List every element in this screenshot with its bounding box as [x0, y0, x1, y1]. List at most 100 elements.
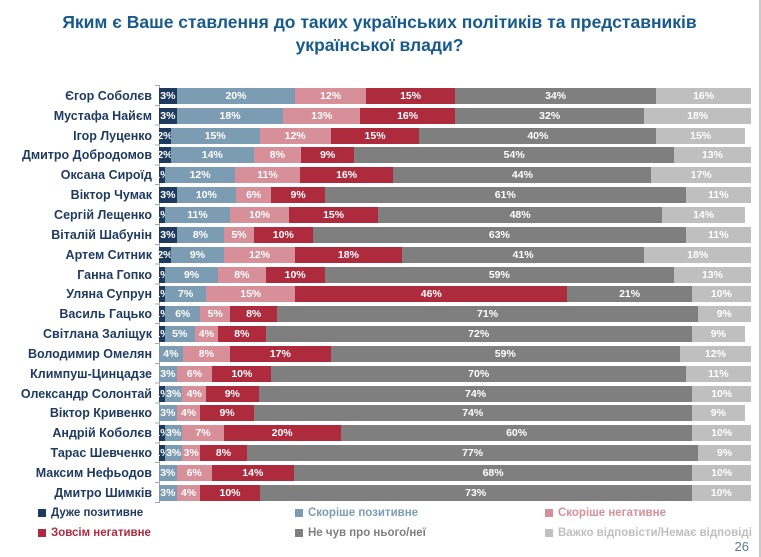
legend-item: Важко відповісти/Немає відповіді	[545, 526, 752, 540]
legend-swatch	[295, 529, 303, 537]
bar-segment: 6%	[164, 306, 201, 323]
bar-segment: 77%	[246, 445, 699, 462]
bar-segment: 1%	[159, 326, 170, 343]
bar-segment: 1%	[159, 445, 170, 462]
bar-track: 3% 4% 10% 73% 10%	[159, 484, 751, 501]
bar-track: 1%3%7%20%60%10%	[159, 425, 751, 442]
bar-segment: 10%	[692, 464, 751, 481]
category-label: Василь Гацько	[59, 307, 152, 322]
bar-segment: 15%	[330, 127, 420, 144]
bar-segment: 4%	[176, 405, 201, 422]
bar-track: 1%7%15%46%21%10%	[159, 286, 751, 303]
legend-label: Скоріше негативне	[558, 507, 666, 519]
category-label: Олександр Солонтай	[20, 386, 152, 401]
bar-segment: 8%	[200, 445, 247, 462]
legend-swatch	[38, 529, 46, 537]
bar-track: 1%3%3%8%77%9%	[159, 445, 751, 462]
bar-segment: 3%	[182, 445, 201, 462]
legend-swatch	[545, 529, 553, 537]
bar-segment: 10%	[212, 365, 272, 382]
bar-segment: 16%	[656, 87, 751, 104]
bar-segment: 1%	[159, 266, 170, 283]
bar-segment: 18%	[644, 246, 751, 263]
bar-segment: 20%	[176, 87, 296, 104]
bar-segment: 9%	[691, 326, 746, 343]
legend-column: Дуже позитивне Зовсім негативне	[38, 506, 151, 546]
bar-segment: 16%	[360, 107, 455, 124]
bar-segment: 59%	[324, 266, 674, 283]
bar-segment: 41%	[401, 246, 645, 263]
bar-segment: 15%	[170, 127, 260, 144]
legend-label: Скоріше позитивне	[308, 507, 419, 519]
bar-segment: 3%	[159, 484, 177, 501]
category-axis-ticks	[155, 85, 160, 503]
chart-row: Андрій Коболєв 1%3%7%20%60%10%	[0, 423, 751, 443]
chart-row: Сергій Лещенко 1%11%10%15%48%14%	[0, 205, 751, 225]
bar-track: 3% 20% 12% 15% 34% 16%	[159, 87, 751, 104]
bar-segment: 10%	[265, 266, 325, 283]
bar-track: 3% 10% 6% 9% 61% 11%	[159, 187, 751, 204]
bar-segment: 74%	[258, 385, 693, 402]
bar-segment: 1%	[159, 306, 170, 323]
legend-swatch	[295, 509, 303, 517]
bar-segment: 4%	[194, 326, 219, 343]
bar-segment: 9%	[200, 405, 254, 422]
bar-segment: 32%	[454, 107, 645, 124]
legend-column: Скоріше позитивне Не чув про нього/неї	[295, 506, 426, 546]
chart-row: Василь Гацько 1%6%5%8%71%9%	[0, 304, 751, 324]
bar-segment: 9%	[301, 147, 355, 164]
bar-segment: 17%	[230, 345, 331, 362]
category-label: Віктор Кривенко	[49, 406, 152, 421]
bar-segment: 4%	[182, 385, 206, 402]
bar-segment: 3%	[159, 226, 177, 243]
legend-swatch	[545, 509, 553, 517]
bar-segment: 4%	[176, 484, 201, 501]
bar-segment: 15%	[289, 206, 378, 223]
bar-segment: 9%	[697, 306, 751, 323]
category-label: Максим Нефьодов	[35, 465, 152, 480]
bar-segment: 71%	[277, 306, 698, 323]
bar-segment: 9%	[164, 266, 219, 283]
bar-segment: 8%	[182, 345, 231, 362]
bar-segment: 3%	[159, 405, 177, 422]
bar-segment: 14%	[170, 147, 254, 164]
page-number: 26	[734, 539, 749, 554]
chart-row: Тарас Шевченко1%3%3%8%77%9%	[0, 443, 751, 463]
bar-segment: 2%	[159, 147, 173, 164]
legend-column: Скоріше негативне Важко відповісти/Немає …	[545, 506, 752, 546]
bar-segment: 2%	[159, 127, 173, 144]
bar-track: 1%12%11%16%44%17%	[159, 167, 751, 184]
bar-track: 1%6%5%8%71%9%	[159, 306, 751, 323]
bar-track: 3% 6% 10% 70% 11%	[159, 365, 751, 382]
bar-segment: 10%	[691, 484, 751, 501]
bar-segment: 63%	[312, 226, 686, 243]
bar-track: 1%5%4%8%72%9%	[159, 326, 751, 343]
bar-segment: 11%	[685, 187, 751, 204]
chart-row: Оксана Сироїд 1%12%11%16%44%17%	[0, 165, 751, 185]
bar-segment: 3%	[159, 87, 177, 104]
bar-segment: 10%	[230, 206, 290, 223]
bar-segment: 12%	[224, 246, 296, 263]
chart-row: Максим Нефьодов 3% 6% 14% 68% 10%	[0, 463, 751, 483]
category-label: Андрій Коболєв	[52, 426, 152, 441]
bar-segment: 3%	[164, 445, 183, 462]
bar-segment: 14%	[662, 206, 746, 223]
chart-row: Володимир Омелян 4% 8% 17% 59% 12%	[0, 344, 751, 364]
bar-segment: 7%	[164, 286, 207, 303]
bar-segment: 9%	[271, 187, 325, 204]
bar-segment: 74%	[253, 405, 692, 422]
chart-row: Віталій Шабунін 3% 8% 5% 10% 63% 11%	[0, 225, 751, 245]
bar-segment: 11%	[685, 365, 751, 382]
chart-row: Уляна Супрун 1%7%15%46%21%10%	[0, 284, 751, 304]
bar-segment: 40%	[419, 127, 657, 144]
bar-segment: 8%	[218, 266, 266, 283]
chart-legend: Дуже позитивне Зовсім негативне Скоріше по…	[0, 506, 759, 550]
chart-row: Артем Ситник2%9%12%18%41%18%	[0, 245, 751, 265]
bar-segment: 48%	[378, 206, 663, 223]
chart-row: Світлана Заліщук 1%5%4%8%72%9%	[0, 324, 751, 344]
legend-item: Дуже позитивне	[38, 506, 151, 520]
bar-segment: 16%	[299, 167, 394, 184]
bar-segment: 12%	[679, 345, 751, 362]
bar-segment: 70%	[271, 365, 686, 382]
